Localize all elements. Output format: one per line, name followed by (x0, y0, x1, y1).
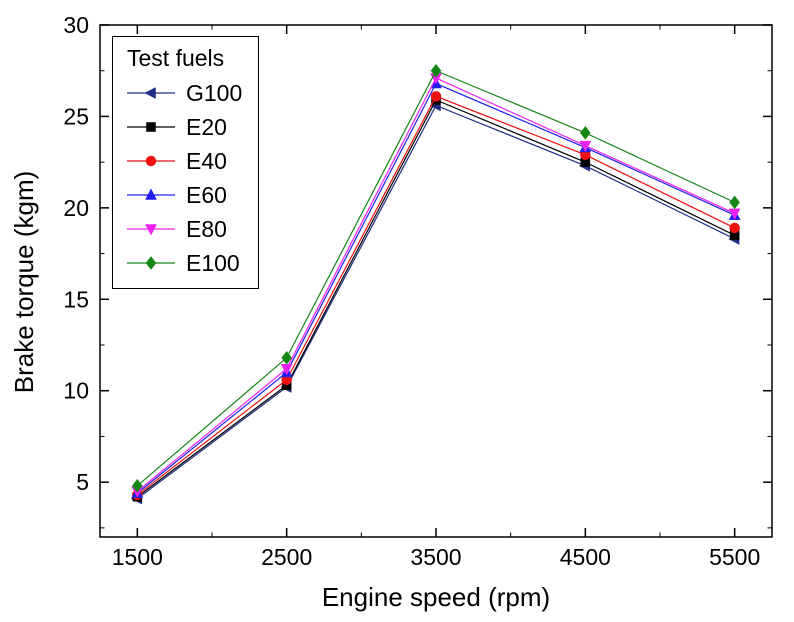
legend-marker-G100 (144, 87, 156, 99)
legend-label: E40 (186, 147, 227, 174)
series-marker-E100 (132, 478, 143, 493)
legend-marker-E80 (145, 224, 157, 236)
legend-entry-E80: E80 (125, 212, 242, 246)
legend-swatch-triangle-up-icon (127, 188, 175, 200)
series-marker-E100 (729, 195, 740, 210)
legend-swatch-circle-icon (127, 155, 175, 167)
legend-label: E80 (186, 215, 227, 242)
series-marker-E80 (579, 140, 592, 153)
y-tick-label: 5 (76, 469, 89, 495)
y-tick-label: 20 (63, 195, 89, 221)
legend-swatch-square-icon (127, 122, 175, 132)
legend-entry-E100: E100 (125, 246, 242, 280)
legend-marker-E100 (145, 256, 157, 270)
y-tick-label: 10 (63, 378, 89, 404)
legend-swatch-diamond-icon (127, 256, 175, 270)
legend-entry-E20: E20 (125, 110, 242, 144)
x-tick-label: 2500 (261, 544, 312, 570)
legend-title: Test fuels (127, 45, 225, 71)
legend-entries: G100 E20 E40 E60 E80 E100 (125, 76, 242, 280)
legend-label: G100 (186, 79, 243, 106)
legend-swatch-triangle-left-icon (127, 87, 175, 99)
x-tick-label: 1500 (112, 544, 163, 570)
legend-label: E60 (186, 181, 227, 208)
legend-entry-E40: E40 (125, 144, 242, 178)
legend-label: E100 (186, 249, 240, 276)
x-axis-label: Engine speed (rpm) (321, 582, 551, 612)
y-tick-label: 25 (63, 103, 89, 129)
legend-swatch-triangle-down-icon (127, 224, 175, 236)
series-marker-E100 (580, 125, 591, 140)
legend: Test fuels G100 E20 E40 E60 E80 E100 (112, 36, 260, 289)
x-tick-label: 4500 (560, 544, 611, 570)
legend-entry-G100: G100 (125, 76, 242, 110)
y-tick-label: 30 (63, 12, 89, 38)
y-tick-label: 15 (63, 286, 89, 312)
series-marker-E100 (430, 63, 442, 78)
y-axis-label: Brake torque (kgm) (9, 170, 39, 394)
series-marker-E100 (281, 350, 292, 365)
series-marker-E40 (430, 91, 442, 102)
x-tick-label: 3500 (410, 544, 461, 570)
legend-label: E20 (186, 113, 227, 140)
legend-entry-E60: E60 (125, 178, 242, 212)
legend-marker-E20 (146, 122, 156, 132)
legend-marker-E60 (145, 188, 157, 200)
x-tick-label: 5500 (709, 544, 760, 570)
legend-marker-E40 (145, 155, 157, 167)
series-marker-E40 (729, 222, 740, 234)
